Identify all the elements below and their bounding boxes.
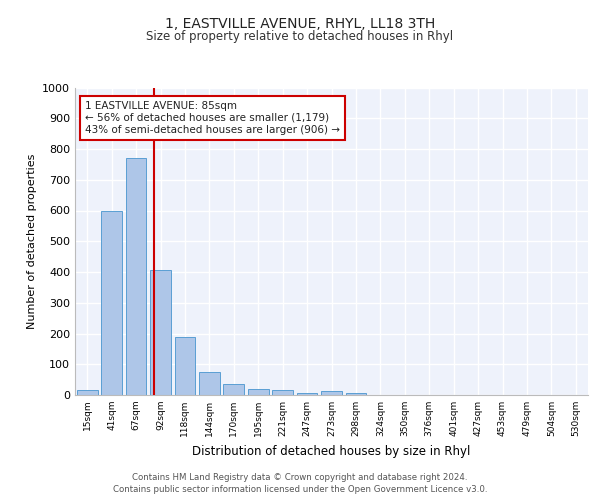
Bar <box>125 158 146 395</box>
Bar <box>321 392 342 395</box>
Bar <box>101 210 122 395</box>
Text: Contains HM Land Registry data © Crown copyright and database right 2024.: Contains HM Land Registry data © Crown c… <box>132 472 468 482</box>
Bar <box>296 394 317 395</box>
Bar <box>272 390 293 395</box>
Text: Size of property relative to detached houses in Rhyl: Size of property relative to detached ho… <box>146 30 454 43</box>
Bar <box>175 336 196 395</box>
X-axis label: Distribution of detached houses by size in Rhyl: Distribution of detached houses by size … <box>193 444 470 458</box>
Bar <box>346 394 367 395</box>
Y-axis label: Number of detached properties: Number of detached properties <box>26 154 37 329</box>
Bar <box>150 270 171 395</box>
Bar <box>223 384 244 395</box>
Bar <box>199 372 220 395</box>
Text: 1 EASTVILLE AVENUE: 85sqm
← 56% of detached houses are smaller (1,179)
43% of se: 1 EASTVILLE AVENUE: 85sqm ← 56% of detac… <box>85 102 340 134</box>
Text: 1, EASTVILLE AVENUE, RHYL, LL18 3TH: 1, EASTVILLE AVENUE, RHYL, LL18 3TH <box>165 18 435 32</box>
Text: Contains public sector information licensed under the Open Government Licence v3: Contains public sector information licen… <box>113 485 487 494</box>
Bar <box>248 390 269 395</box>
Bar <box>77 390 98 395</box>
